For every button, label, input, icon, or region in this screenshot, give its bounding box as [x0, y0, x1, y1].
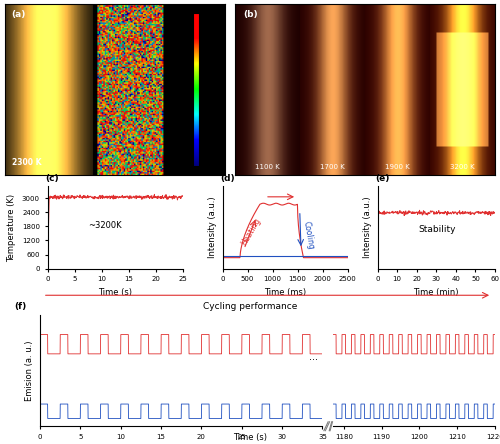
Text: 1700 K: 1700 K — [320, 163, 345, 170]
Text: Time (s): Time (s) — [233, 433, 267, 442]
Text: 1100 K: 1100 K — [255, 163, 280, 170]
Text: Stability: Stability — [418, 225, 456, 234]
Text: 3200 K: 3200 K — [450, 163, 475, 170]
X-axis label: Time (s): Time (s) — [98, 288, 132, 297]
Text: (d): (d) — [220, 174, 234, 183]
Y-axis label: Temperature (K): Temperature (K) — [8, 194, 16, 262]
X-axis label: Time (ms): Time (ms) — [264, 288, 306, 297]
Text: Temperature(K): Temperature(K) — [214, 69, 218, 111]
Text: 1900 K: 1900 K — [385, 163, 410, 170]
Text: Cooling: Cooling — [302, 220, 316, 250]
Y-axis label: Emision (a. u.): Emision (a. u.) — [26, 341, 35, 401]
Y-axis label: Intensity (a.u.): Intensity (a.u.) — [208, 197, 217, 258]
Text: 2300 K: 2300 K — [12, 158, 41, 167]
Text: (e): (e) — [375, 174, 390, 183]
Text: Cycling performance: Cycling performance — [203, 302, 297, 311]
Text: ...: ... — [309, 353, 318, 362]
Text: Heating: Heating — [239, 217, 262, 247]
Text: (a): (a) — [12, 10, 26, 19]
X-axis label: Time (min): Time (min) — [414, 288, 459, 297]
Text: (b): (b) — [243, 10, 258, 19]
Text: (f): (f) — [14, 302, 27, 311]
Text: ~3200K: ~3200K — [88, 221, 122, 230]
Text: (c): (c) — [45, 174, 59, 183]
Y-axis label: Intensity (a.u.): Intensity (a.u.) — [363, 197, 372, 258]
